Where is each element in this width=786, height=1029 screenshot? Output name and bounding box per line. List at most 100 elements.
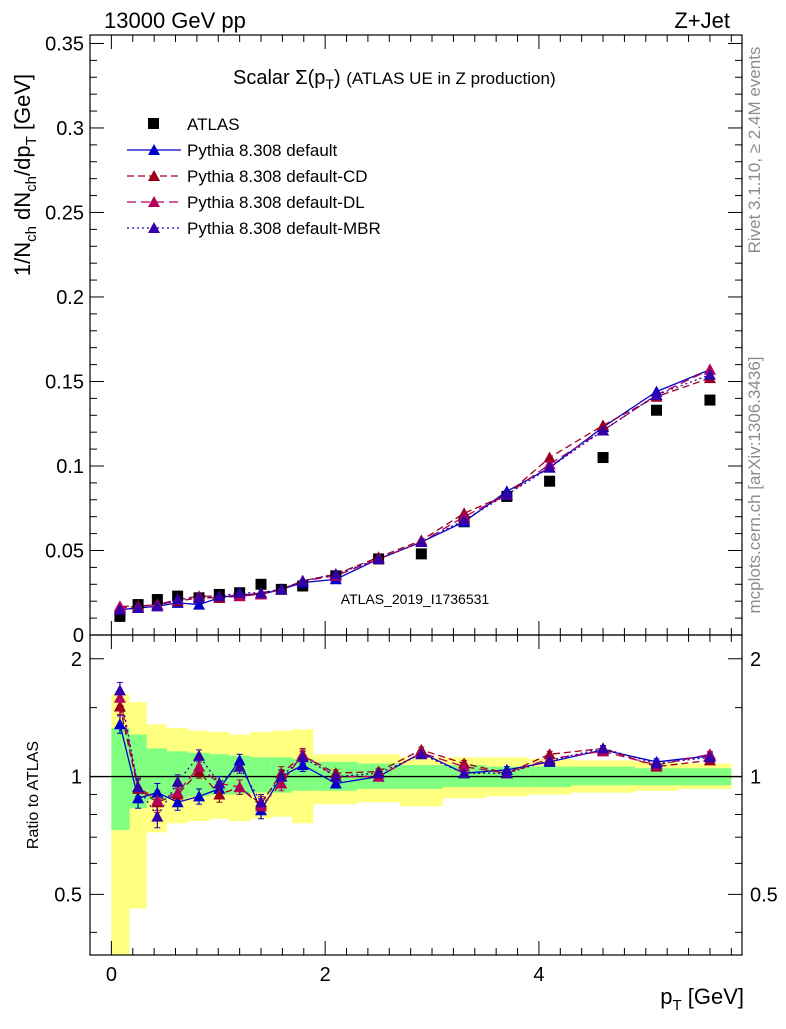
ratio-ylabel: Ratio to ATLAS <box>25 741 42 849</box>
main-marker-mbr <box>233 586 246 598</box>
ratio-marker-mbr <box>193 749 206 761</box>
atlas-data-point <box>704 394 716 406</box>
ratio-marker-mbr <box>500 767 513 779</box>
band-inner-bin <box>146 748 167 801</box>
ratio-ytick-label: 0.5 <box>54 884 82 906</box>
legend: ATLAS Pythia 8.308 default Pythia 8.308 de… <box>127 115 381 238</box>
ratio-ytick-label: 2 <box>71 649 82 671</box>
ratio-marker-mbr <box>372 767 385 779</box>
ratio-marker-cd <box>213 788 226 800</box>
plot-title: Scalar Σ(pT) (ATLAS UE in Z production) <box>233 67 556 92</box>
ratio-marker-mbr <box>171 775 184 787</box>
main-line-default <box>119 369 711 611</box>
main-marker-mbr <box>458 514 471 526</box>
main-ytick-label: 0.35 <box>45 33 84 55</box>
ratio-marker-mbr <box>233 760 246 772</box>
series-points <box>113 363 716 822</box>
ratio-marker-mbr <box>213 777 226 789</box>
main-line-cd <box>119 377 711 609</box>
ratio-marker-dl <box>171 786 184 798</box>
ratio-marker-default <box>113 718 126 730</box>
main-marker-mbr <box>113 603 126 615</box>
main-marker-mbr <box>372 552 385 564</box>
main-marker-mbr <box>171 593 184 605</box>
ratio-marker-cd <box>113 700 126 712</box>
ratio-marker-mbr <box>275 770 288 782</box>
main-marker-mbr <box>296 574 309 586</box>
band-inner-bin <box>111 728 130 831</box>
main-line-dl <box>119 369 711 607</box>
atlas-data-point <box>544 475 556 487</box>
band-inner-bin <box>250 757 272 793</box>
legend-marker-mbr <box>148 222 160 233</box>
ratio-bands <box>111 694 732 955</box>
ratio-marker-default <box>329 777 342 789</box>
legend-label: ATLAS <box>187 115 240 134</box>
legend-label: Pythia 8.308 default-DL <box>187 193 365 212</box>
ratio-marker-mbr <box>703 751 716 763</box>
main-marker-mbr <box>597 424 610 436</box>
main-marker-mbr <box>255 586 268 598</box>
legend-label: Pythia 8.308 default-MBR <box>187 219 381 238</box>
ratio-marker-mbr <box>543 754 556 766</box>
main-marker-mbr <box>329 568 342 580</box>
band-inner-bin <box>228 755 251 795</box>
rivet-label: Rivet 3.1.10, ≥ 2.4M events <box>745 47 764 254</box>
xtick-label: 0 <box>106 964 117 986</box>
ratio-marker-mbr <box>597 742 610 754</box>
legend-label: Pythia 8.308 default <box>187 141 338 160</box>
main-ytick-label: 0.05 <box>45 540 84 562</box>
ratio-marker-mbr <box>151 810 164 822</box>
main-marker-mbr <box>650 389 663 400</box>
axis-lines <box>89 34 743 956</box>
ratio-marker-mbr <box>650 757 663 769</box>
legend-marker-default <box>148 144 160 155</box>
ratio-marker-mbr <box>255 796 268 808</box>
ratio-marker-mbr <box>415 748 428 760</box>
main-marker-cd <box>543 451 556 463</box>
main-line-mbr <box>119 374 711 611</box>
atlas-data-point <box>114 610 126 622</box>
ratio-marker-mbr <box>132 781 145 793</box>
ratio-marker-default <box>171 796 184 808</box>
main-ytick-label: 0.3 <box>56 118 84 140</box>
ratio-marker-dl <box>113 691 126 703</box>
ratio-marker-default <box>151 786 164 798</box>
main-marker-mbr <box>500 488 513 500</box>
ratio-marker-mbr <box>458 767 471 779</box>
ratio-marker-mbr <box>329 770 342 782</box>
ratio-marker-dl <box>151 794 164 806</box>
ratio-marker-default <box>296 759 309 771</box>
mcplots-label: mcplots.cern.ch [arXiv:1306.3436] <box>745 356 764 613</box>
main-ytick-label: 0.1 <box>56 456 84 478</box>
atlas-data-point <box>415 548 427 560</box>
process-label: Z+Jet <box>674 8 730 33</box>
main-marker-mbr <box>275 583 288 595</box>
main-ytick-label: 0.25 <box>45 202 84 224</box>
legend-marker-dl <box>148 196 160 207</box>
ratio-ytick-label: 1 <box>71 767 82 789</box>
ratio-marker-default <box>132 792 145 804</box>
main-ytick-label: 0.2 <box>56 287 84 309</box>
xtick-label: 4 <box>533 964 544 986</box>
ratio-ytick-label-right: 0.5 <box>750 884 778 906</box>
ratio-marker-dl <box>193 760 206 772</box>
ratio-marker-dl <box>233 781 246 793</box>
main-ylabel: 1/Nch dNch/dpT [GeV] <box>10 74 40 276</box>
main-marker-default <box>193 598 206 610</box>
main-marker-mbr <box>703 368 716 380</box>
ratio-ytick-label-right: 1 <box>750 767 761 789</box>
main-marker-mbr <box>132 601 145 613</box>
main-marker-mbr <box>193 591 206 603</box>
atlas-data-point <box>650 404 662 416</box>
energy-label: 13000 GeV pp <box>104 8 246 33</box>
xlabel: pT [GeV] <box>660 984 744 1014</box>
ratio-ytick-label-right: 2 <box>750 649 761 671</box>
ratio-marker-default <box>233 754 246 766</box>
atlas-data-point <box>597 452 609 464</box>
main-marker-mbr <box>213 590 226 602</box>
atlas-data-point <box>255 578 267 590</box>
ratio-marker-dl <box>458 760 471 772</box>
